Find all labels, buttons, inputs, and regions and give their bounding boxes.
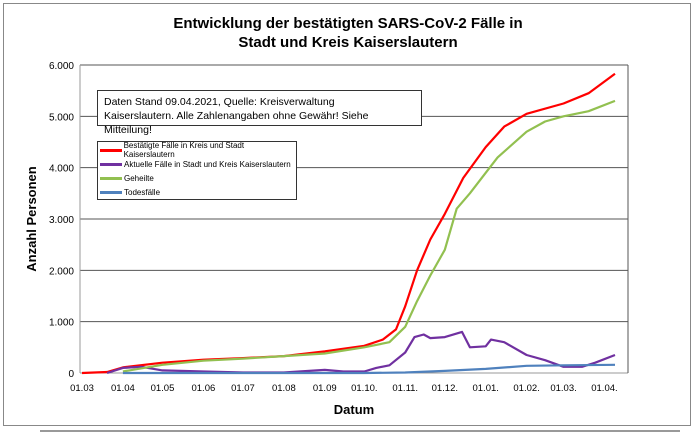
chart-frame xyxy=(3,3,691,426)
annotation-box: Daten Stand 09.04.2021, Quelle: Kreisver… xyxy=(97,90,422,136)
x-tick-label: 01.03. xyxy=(550,383,576,394)
legend-label: Todesfälle xyxy=(124,187,161,197)
x-tick-label: 01.04 xyxy=(111,383,135,394)
legend-label: Aktuelle Fälle in Stadt und Kreis Kaiser… xyxy=(124,159,291,169)
y-tick-label: 1.000 xyxy=(49,318,74,329)
y-axis-title: Anzahl Personen xyxy=(24,166,39,272)
x-tick-label: 01.06 xyxy=(191,383,215,394)
x-tick-label: 01.09 xyxy=(313,383,337,394)
legend: Bestätigte Fälle in Kreis und Stadt Kais… xyxy=(97,141,297,200)
legend-swatch xyxy=(100,190,122,194)
series-line-2 xyxy=(122,99,616,373)
legend-item: Bestätigte Fälle in Kreis und Stadt Kais… xyxy=(100,141,294,159)
legend-swatch xyxy=(100,176,122,180)
y-tick-label: 0 xyxy=(68,369,74,380)
x-tick-label: 01.10. xyxy=(351,383,377,394)
series-line-3 xyxy=(122,363,616,375)
x-tick-label: 01.07 xyxy=(231,383,255,394)
legend-item: Aktuelle Fälle in Stadt und Kreis Kaiser… xyxy=(100,157,294,171)
legend-swatch xyxy=(100,162,122,166)
x-tick-label: 01.02. xyxy=(513,383,539,394)
series-line-0 xyxy=(81,72,616,375)
x-tick-label: 01.08 xyxy=(272,383,296,394)
x-axis-title: Datum xyxy=(334,402,374,417)
x-tick-label: 01.12. xyxy=(432,383,458,394)
annotation-line-1: Daten Stand 09.04.2021, Quelle: Kreisver… xyxy=(104,96,335,108)
legend-label: Bestätigte Fälle in Kreis und Stadt Kais… xyxy=(123,141,245,159)
title-line-2: Stadt und Kreis Kaiserslautern xyxy=(238,34,458,51)
y-tick-label: 2.000 xyxy=(49,266,74,277)
y-tick-label: 3.000 xyxy=(49,215,74,226)
title-line-1: Entwicklung der bestätigten SARS-CoV-2 F… xyxy=(173,15,523,32)
legend-swatch xyxy=(100,148,122,152)
x-tick-label: 01.03 xyxy=(70,383,94,394)
x-tick-label: 01.05 xyxy=(151,383,175,394)
x-tick-label: 01.04. xyxy=(591,383,617,394)
y-tick-label: 5.000 xyxy=(49,112,74,123)
legend-item: Geheilte xyxy=(100,171,294,185)
y-tick-label: 4.000 xyxy=(49,164,74,175)
divider xyxy=(40,430,680,432)
series-line-1 xyxy=(106,330,616,375)
y-tick-label: 6.000 xyxy=(49,61,74,72)
annotation-line-2: Kaiserslautern. Alle Zahlenangaben ohne … xyxy=(104,110,369,136)
x-tick-label: 01.01. xyxy=(472,383,498,394)
legend-item: Todesfälle xyxy=(100,185,294,199)
x-tick-label: 01.11. xyxy=(392,383,418,394)
chart-title: Entwicklung der bestätigten SARS-CoV-2 F… xyxy=(0,14,696,52)
legend-label: Geheilte xyxy=(124,173,154,183)
